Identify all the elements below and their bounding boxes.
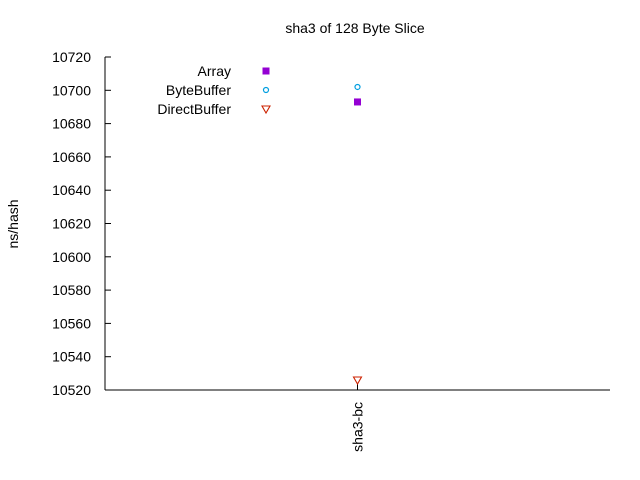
data-point xyxy=(352,376,363,386)
x-tick-label: sha3-bc xyxy=(350,402,366,452)
legend-label: Array xyxy=(198,63,231,79)
data-point xyxy=(354,83,361,91)
y-tick-label: 10720 xyxy=(52,49,91,65)
chart-title: sha3 of 128 Byte Slice xyxy=(285,20,425,36)
data-point xyxy=(354,98,361,106)
y-axis-label: ns/hash xyxy=(5,199,21,248)
legend-marker xyxy=(262,67,270,75)
legend-marker xyxy=(262,86,270,94)
y-tick-label: 10580 xyxy=(52,282,91,298)
y-tick-label: 10700 xyxy=(52,82,91,98)
legend-marker xyxy=(261,105,271,115)
y-tick-label: 10540 xyxy=(52,349,91,365)
legend-label: DirectBuffer xyxy=(157,101,231,117)
y-tick-label: 10560 xyxy=(52,315,91,331)
y-tick-label: 10520 xyxy=(52,382,91,398)
y-tick-label: 10680 xyxy=(52,116,91,132)
y-tick-label: 10640 xyxy=(52,182,91,198)
plot-area: 10520 10540 10560 10580 10600 10620 10640 10660… xyxy=(52,49,610,452)
y-tick-label: 10660 xyxy=(52,149,91,165)
y-tick-label: 10620 xyxy=(52,216,91,232)
y-tick-label: 10600 xyxy=(52,249,91,265)
legend-label: ByteBuffer xyxy=(166,82,231,98)
